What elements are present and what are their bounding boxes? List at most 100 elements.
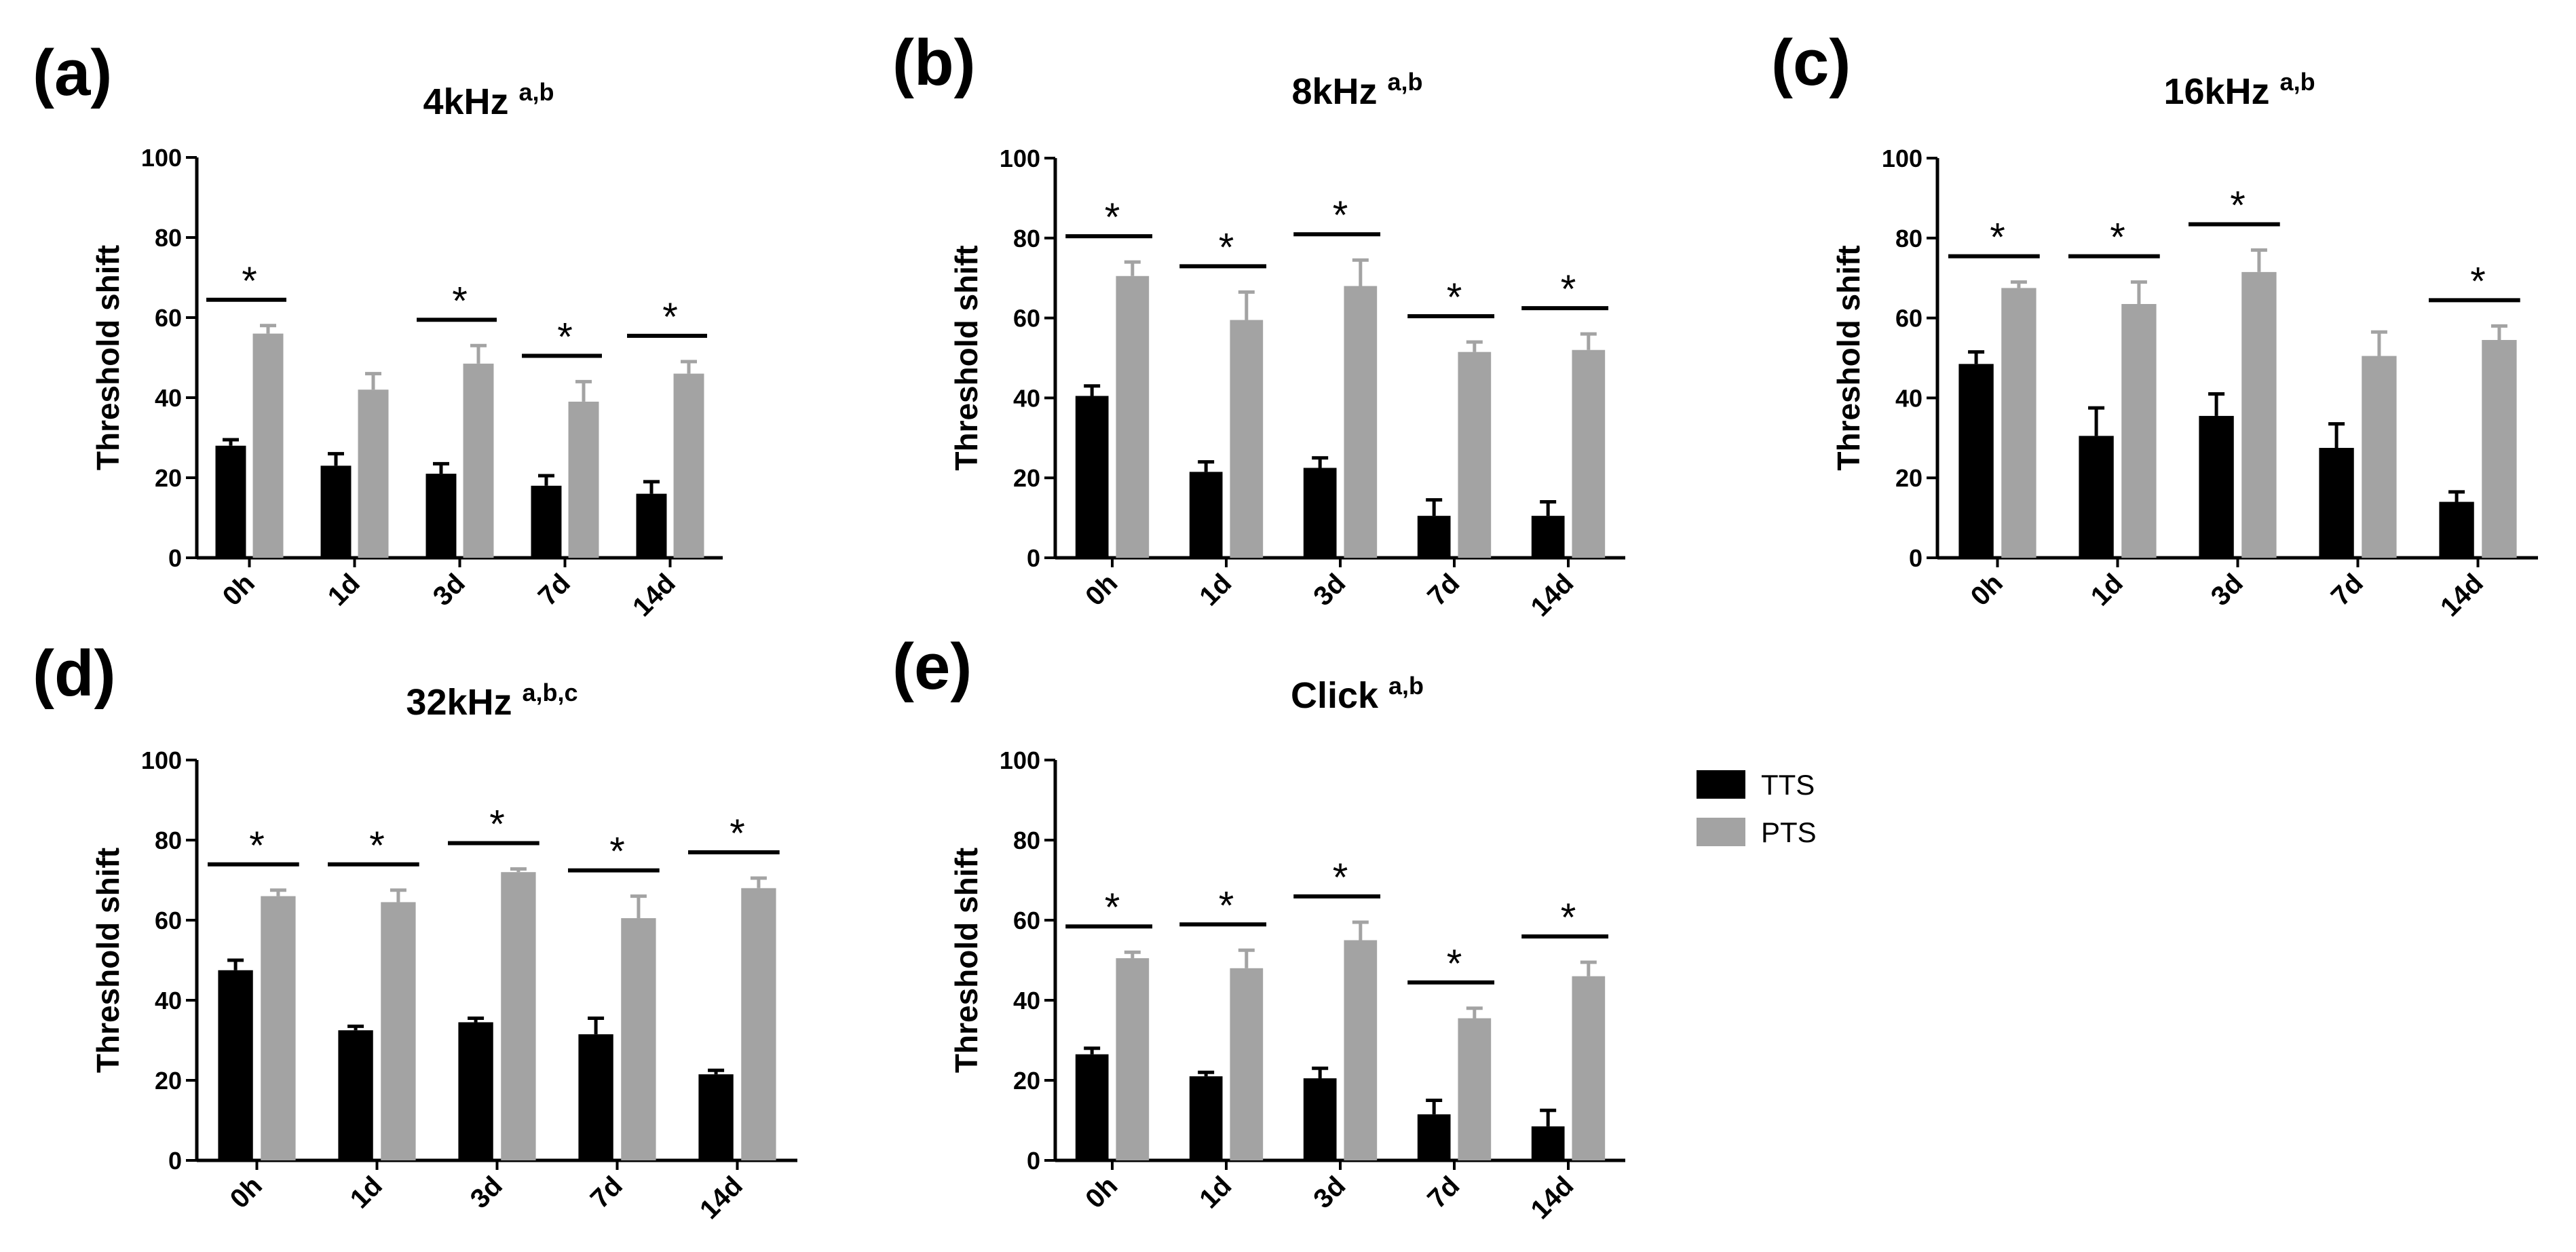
y-tick-label: 0 (1909, 544, 1922, 572)
x-tick-label: 14d (1526, 568, 1580, 622)
significance-star: * (609, 830, 625, 874)
y-tick-label: 80 (1013, 225, 1040, 252)
bar-tts (338, 1030, 373, 1160)
chart-title-text: 8kHz (1291, 71, 1387, 112)
y-tick-label: 20 (1013, 464, 1040, 492)
x-tick-label: 3d (1308, 568, 1351, 611)
significance-star: * (730, 812, 745, 856)
bar-tts (1189, 1076, 1223, 1160)
y-tick-label: 40 (1013, 384, 1040, 412)
y-axis-label: Threshold shift (949, 245, 984, 470)
x-tick-label: 0h (1080, 1171, 1123, 1214)
bar-tts (636, 493, 667, 558)
bar-tts (2319, 448, 2354, 558)
bar-pts (1572, 349, 1606, 558)
bar-tts (218, 970, 253, 1160)
bar-pts (1116, 958, 1150, 1160)
bar-pts (1116, 276, 1150, 558)
bar-pts (1230, 320, 1264, 558)
bar-pts (2362, 356, 2397, 558)
bar-tts (698, 1074, 734, 1160)
significance-star: * (557, 315, 573, 359)
chart-panel-3: (d) 32kHz a,b,c 0 20 40 60 80 100 Threshold shif… (33, 637, 797, 1225)
y-tick-label: 100 (1000, 145, 1040, 172)
y-tick-label: 0 (168, 544, 182, 572)
y-tick-label: 20 (1013, 1067, 1040, 1095)
x-tick-label: 1d (1194, 1171, 1237, 1214)
y-tick-label: 0 (1027, 544, 1040, 572)
bar-pts (673, 373, 704, 558)
bar-pts (381, 902, 416, 1160)
bar-pts (252, 333, 284, 558)
bar-tts (1958, 364, 1994, 558)
bar-pts (621, 918, 656, 1160)
x-tick-label: 7d (585, 1171, 628, 1214)
x-tick-label: 14d (2435, 568, 2489, 622)
significance-star: * (1333, 856, 1348, 900)
bar-pts (1458, 352, 1492, 558)
chart-title-superscript: a,b (519, 78, 554, 106)
bar-tts (578, 1034, 613, 1160)
significance-star: * (489, 802, 505, 846)
bar-pts (1344, 940, 1378, 1160)
y-tick-label: 20 (155, 464, 182, 492)
y-tick-label: 60 (1013, 907, 1040, 934)
bar-pts (741, 888, 776, 1160)
x-tick-label: 3d (428, 568, 471, 611)
x-tick-label: 14d (627, 568, 681, 622)
bar-pts (568, 401, 599, 558)
significance-star: * (1105, 886, 1120, 930)
bar-pts (1344, 286, 1378, 558)
significance-star: * (369, 824, 385, 868)
y-tick-label: 0 (168, 1147, 182, 1175)
y-axis-label: Threshold shift (90, 245, 126, 470)
y-tick-label: 40 (155, 384, 182, 412)
legend: TTS PTS (1697, 769, 1817, 848)
bar-tts (1189, 472, 1223, 558)
chart-title-superscript: a,b (2280, 68, 2315, 96)
bar-tts (2079, 436, 2114, 558)
significance-star: * (1219, 225, 1234, 269)
legend-swatch-tts (1697, 770, 1745, 799)
x-tick-label: 1d (345, 1171, 388, 1214)
x-tick-label: 7d (1422, 568, 1465, 611)
y-tick-label: 60 (155, 304, 182, 332)
significance-star: * (242, 259, 257, 303)
bar-tts (531, 485, 562, 558)
y-axis-label: Threshold shift (90, 848, 126, 1073)
bar-pts (261, 896, 296, 1160)
significance-star: * (1990, 216, 2005, 260)
y-tick-label: 80 (1013, 827, 1040, 854)
panel-letter: (b) (892, 26, 976, 99)
significance-star: * (2470, 259, 2486, 303)
x-tick-label: 3d (1308, 1171, 1351, 1214)
y-tick-label: 60 (1013, 305, 1040, 333)
chart-panel-1: (b) 8kHz a,b 0 20 40 60 80 100 Threshold shift 0h… (892, 26, 1625, 622)
y-tick-label: 40 (155, 987, 182, 1014)
bar-tts (320, 466, 352, 558)
significance-star: * (1105, 195, 1120, 240)
x-tick-label: 1d (1194, 568, 1237, 611)
bar-tts (1075, 396, 1109, 558)
x-tick-label: 1d (322, 568, 366, 611)
significance-star: * (1561, 267, 1576, 311)
panel-letter: (c) (1771, 26, 1851, 99)
x-tick-label: 0h (217, 568, 261, 611)
legend-swatch-pts (1697, 818, 1745, 846)
legend-label-pts: PTS (1761, 816, 1817, 848)
bar-pts (1572, 976, 1606, 1160)
bar-pts (358, 390, 389, 558)
chart-title-superscript: a,b (1388, 672, 1424, 700)
y-tick-label: 20 (1895, 464, 1922, 492)
y-tick-label: 100 (1882, 145, 1922, 172)
x-tick-label: 0h (1080, 568, 1123, 611)
chart-panel-2: (c) 16kHz a,b 0 20 40 60 80 100 Threshold shift 0… (1771, 26, 2538, 622)
y-tick-label: 20 (155, 1067, 182, 1095)
chart-panel-4: (e) Click a,b 0 20 40 60 80 100 Threshold shift 0… (892, 630, 1625, 1225)
x-tick-label: 3d (465, 1171, 508, 1214)
panel-letter: (e) (892, 630, 972, 703)
y-tick-label: 40 (1013, 987, 1040, 1014)
bar-tts (1531, 516, 1565, 558)
significance-star: * (249, 824, 265, 868)
